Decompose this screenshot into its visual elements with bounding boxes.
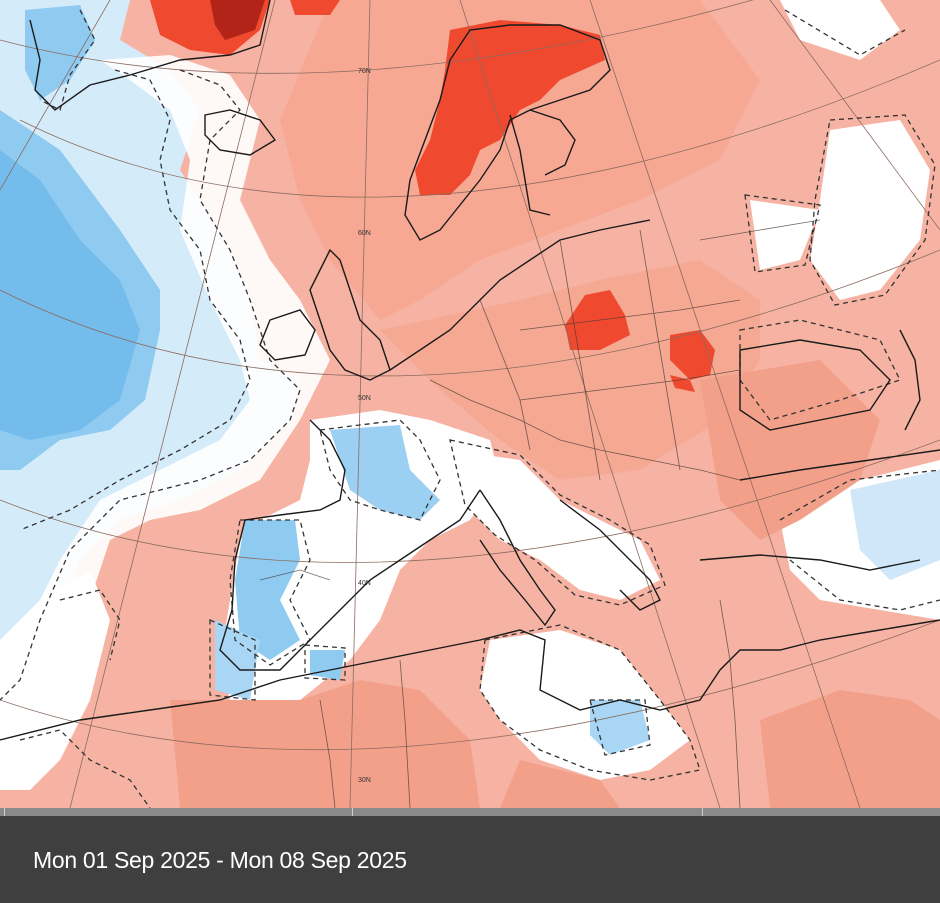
caption-bar: Mon 01 Sep 2025 - Mon 08 Sep 2025 xyxy=(0,816,940,903)
coastlines xyxy=(0,0,940,741)
lat-label-50n: 50N xyxy=(358,395,371,402)
zero-anomaly-contours xyxy=(0,9,940,808)
country-borders xyxy=(259,219,821,808)
latitude-gridlines xyxy=(0,0,940,751)
lat-label-40n: 40N xyxy=(358,580,371,587)
timeline-tick xyxy=(702,808,703,816)
date-range-caption: Mon 01 Sep 2025 - Mon 08 Sep 2025 xyxy=(33,847,407,873)
longitude-gridlines xyxy=(0,0,940,808)
lat-label-30n: 30N xyxy=(358,777,371,784)
timeline-tick xyxy=(352,808,353,816)
anomaly-map: 70N 60N 50N 40N 30N xyxy=(0,0,940,808)
lat-label-70n: 70N xyxy=(358,68,371,75)
timeline-scrubber[interactable] xyxy=(0,808,940,816)
latitude-labels: 70N 60N 50N 40N 30N xyxy=(358,68,371,784)
map-canvas: 70N 60N 50N 40N 30N xyxy=(0,0,940,808)
lat-label-60n: 60N xyxy=(358,230,371,237)
timeline-tick xyxy=(4,808,5,816)
